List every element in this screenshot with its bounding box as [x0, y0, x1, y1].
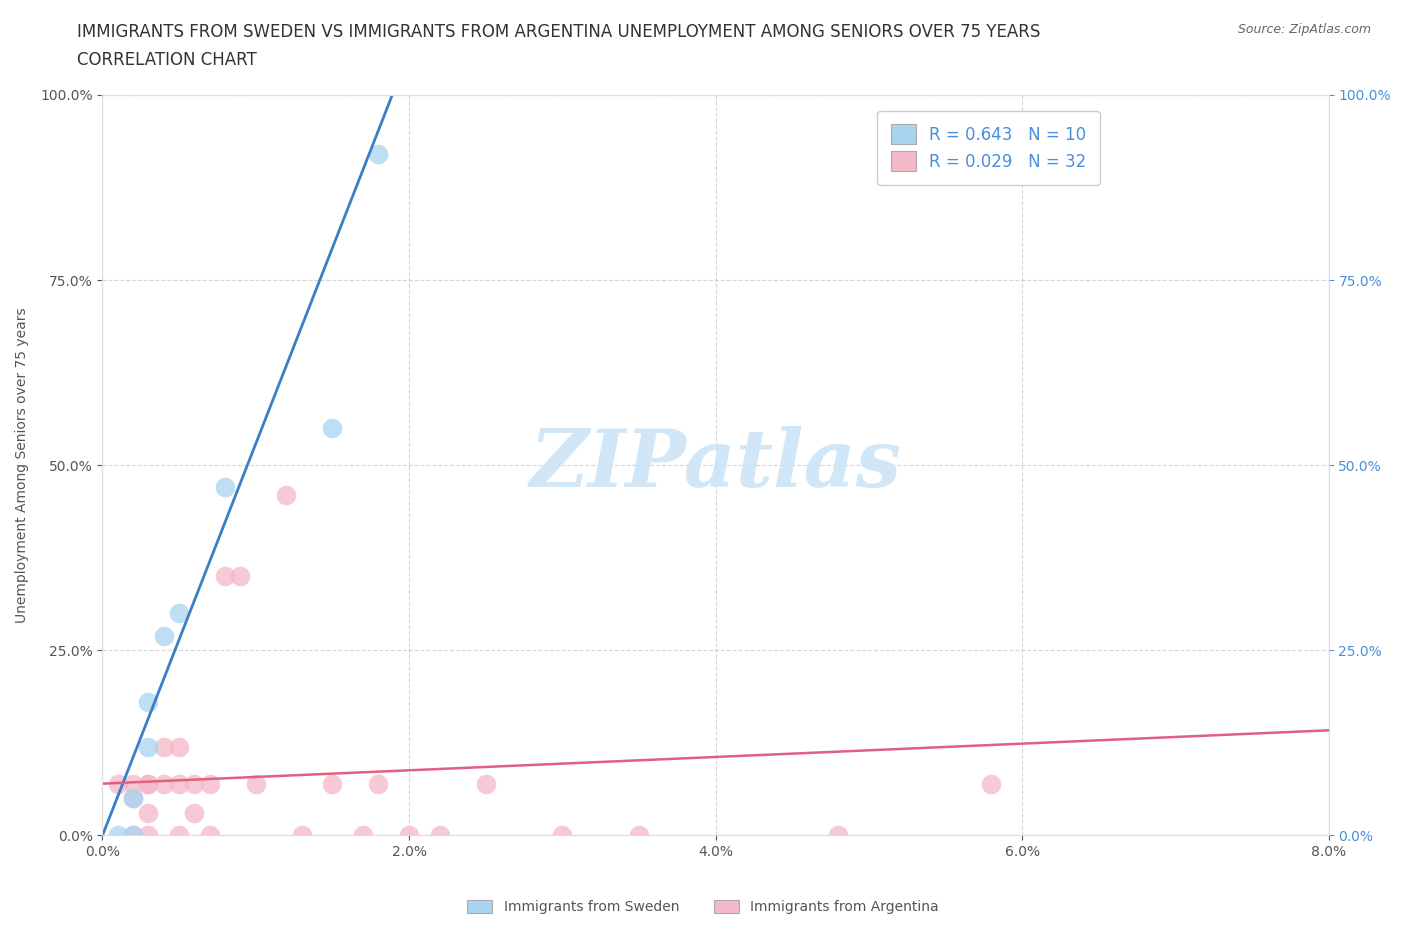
Point — [122, 828, 145, 843]
Point — [152, 777, 174, 791]
Text: Source: ZipAtlas.com: Source: ZipAtlas.com — [1237, 23, 1371, 36]
Point — [291, 828, 314, 843]
Point — [138, 777, 160, 791]
Point — [122, 791, 145, 806]
Point — [138, 695, 160, 710]
Point — [183, 805, 205, 820]
Legend: Immigrants from Sweden, Immigrants from Argentina: Immigrants from Sweden, Immigrants from … — [464, 897, 942, 919]
Point — [138, 828, 160, 843]
Point — [321, 420, 343, 435]
Point — [474, 777, 496, 791]
Point — [551, 828, 574, 843]
Point — [398, 828, 420, 843]
Point — [198, 777, 221, 791]
Point — [122, 791, 145, 806]
Point — [167, 605, 190, 620]
Text: CORRELATION CHART: CORRELATION CHART — [77, 51, 257, 69]
Point — [152, 739, 174, 754]
Point — [276, 487, 298, 502]
Point — [152, 628, 174, 643]
Point — [107, 777, 129, 791]
Point — [352, 828, 374, 843]
Point — [107, 828, 129, 843]
Text: ZIPatlas: ZIPatlas — [530, 427, 901, 504]
Point — [367, 147, 389, 162]
Point — [214, 480, 236, 495]
Point — [167, 777, 190, 791]
Point — [138, 739, 160, 754]
Point — [138, 777, 160, 791]
Point — [245, 777, 267, 791]
Point — [827, 828, 849, 843]
Point — [627, 828, 650, 843]
Point — [229, 569, 252, 584]
Point — [367, 777, 389, 791]
Point — [183, 777, 205, 791]
Point — [198, 828, 221, 843]
Point — [980, 777, 1002, 791]
Point — [167, 828, 190, 843]
Point — [138, 805, 160, 820]
Point — [429, 828, 451, 843]
Point — [122, 828, 145, 843]
Point — [167, 739, 190, 754]
Text: IMMIGRANTS FROM SWEDEN VS IMMIGRANTS FROM ARGENTINA UNEMPLOYMENT AMONG SENIORS O: IMMIGRANTS FROM SWEDEN VS IMMIGRANTS FRO… — [77, 23, 1040, 41]
Legend: R = 0.643   N = 10, R = 0.029   N = 32: R = 0.643 N = 10, R = 0.029 N = 32 — [877, 111, 1099, 185]
Point — [122, 777, 145, 791]
Point — [214, 569, 236, 584]
Point — [321, 777, 343, 791]
Y-axis label: Unemployment Among Seniors over 75 years: Unemployment Among Seniors over 75 years — [15, 308, 30, 623]
